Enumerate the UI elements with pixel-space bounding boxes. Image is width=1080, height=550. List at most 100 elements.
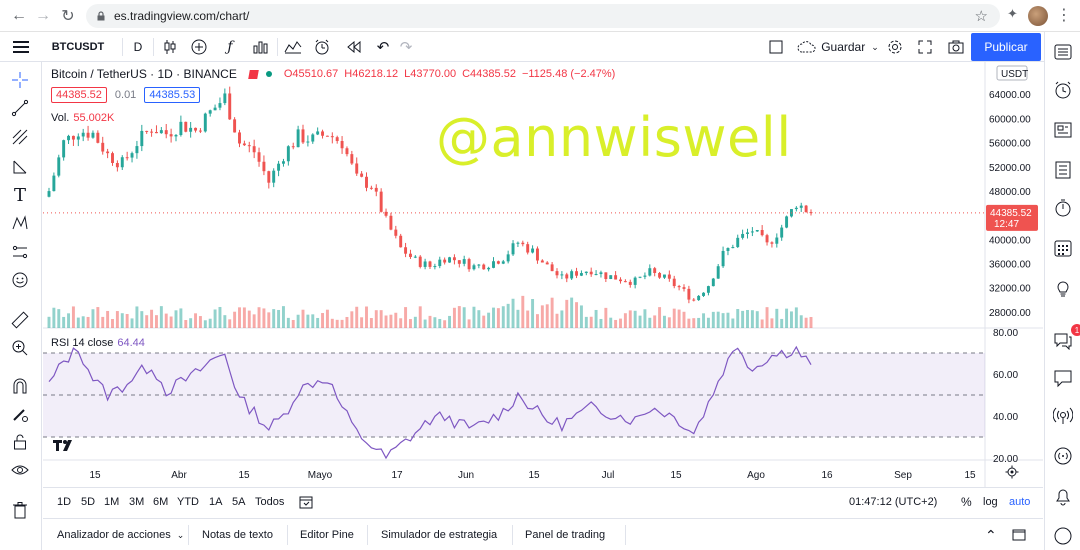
candle-body	[96, 132, 100, 143]
watchlist-icon[interactable]	[1051, 40, 1075, 64]
settings-gear-icon[interactable]	[884, 32, 906, 62]
browser-menu-icon[interactable]: ⋮	[1056, 7, 1072, 24]
pitchfork-icon[interactable]	[8, 125, 32, 149]
collapse-panel-icon[interactable]: ⌃	[985, 526, 997, 543]
candle-body	[223, 93, 227, 104]
tab-pine-editor[interactable]: Editor Pine	[300, 529, 354, 541]
range-3m[interactable]: 3M	[129, 496, 145, 508]
chats-icon[interactable]: 1	[1051, 324, 1080, 352]
hide-drawings-eye-icon[interactable]	[8, 458, 32, 482]
shapes-icon[interactable]	[8, 155, 32, 179]
volume-bar	[545, 304, 549, 328]
redo-icon[interactable]: ↷	[399, 39, 413, 56]
patterns-icon[interactable]	[8, 211, 32, 235]
news-icon[interactable]	[1051, 118, 1075, 142]
auto-scale-toggle[interactable]: auto	[1009, 496, 1031, 508]
reload-icon[interactable]: ↻	[61, 8, 75, 25]
clock-time[interactable]: 01:47:12 (UTC+2)	[849, 496, 938, 508]
menu-hamburger-icon[interactable]	[0, 32, 42, 62]
percent-scale-toggle[interactable]: %	[961, 495, 972, 509]
trash-icon[interactable]	[8, 498, 32, 522]
volume-bar	[111, 319, 114, 328]
tab-stock-screener[interactable]: Analizador de acciones ⌄	[57, 519, 184, 550]
alert-icon[interactable]	[310, 32, 334, 62]
chart-pane[interactable]: 64000.00 60000.00 56000.00 52000.00 48000.00…	[43, 62, 1043, 487]
candle-body	[501, 261, 505, 264]
volume-bar	[555, 313, 559, 328]
tab-trading-panel[interactable]: Panel de trading	[525, 529, 606, 541]
forward-arrow-icon[interactable]: →	[35, 7, 51, 24]
range-1m[interactable]: 1M	[104, 496, 120, 508]
candle-body	[106, 151, 110, 154]
address-bar[interactable]: es.tradingview.com/chart/ ☆	[86, 4, 1000, 28]
undo-icon[interactable]: ↶	[376, 39, 390, 56]
range-5a[interactable]: 5A	[232, 496, 246, 508]
broadcast-icon[interactable]	[1051, 444, 1075, 468]
range-5d[interactable]: 5D	[81, 496, 96, 508]
tab-text-notes[interactable]: Notas de texto	[202, 529, 273, 541]
profile-avatar[interactable]	[1028, 6, 1048, 26]
volume-bar	[130, 318, 134, 328]
interval-button[interactable]: D	[133, 40, 143, 54]
lock-drawings-icon[interactable]	[8, 430, 32, 454]
publish-button[interactable]: Publicar	[971, 33, 1041, 61]
indicators-fx-icon[interactable]: ƒ	[227, 39, 233, 55]
price-chart[interactable]: 64000.00 60000.00 56000.00 52000.00 48000.00…	[43, 62, 1043, 487]
save-layout-button[interactable]: Guardar ⌄	[795, 32, 881, 62]
symbol-search-button[interactable]: BTCUSDT	[51, 41, 105, 53]
indicator-lines-icon[interactable]	[281, 32, 305, 62]
candle-style-icon[interactable]	[158, 32, 182, 62]
candle-body	[296, 129, 300, 148]
help-icon[interactable]	[1051, 524, 1075, 548]
volume-bar	[228, 319, 232, 328]
messages-icon[interactable]	[1051, 366, 1075, 390]
maximize-panel-icon[interactable]	[1012, 519, 1026, 550]
ideas-lightbulb-icon[interactable]	[1051, 276, 1075, 300]
compare-add-icon[interactable]	[187, 32, 211, 62]
magnet-icon[interactable]	[8, 374, 32, 398]
keep-drawing-icon[interactable]	[8, 402, 32, 426]
last-price-tag	[986, 204, 1038, 231]
prediction-icon[interactable]	[8, 240, 32, 264]
timer-icon[interactable]	[1051, 196, 1075, 220]
zoom-in-icon[interactable]	[8, 336, 32, 360]
volume-bar	[457, 306, 461, 328]
data-window-icon[interactable]	[1051, 158, 1075, 182]
ruler-icon[interactable]	[8, 308, 32, 332]
text-tool-icon[interactable]: T	[13, 184, 26, 206]
templates-icon[interactable]	[249, 32, 273, 62]
range-all[interactable]: Todos	[255, 496, 285, 508]
range-1d[interactable]: 1D	[57, 496, 72, 508]
replay-icon[interactable]	[342, 32, 366, 62]
snapshot-camera-icon[interactable]	[945, 32, 967, 62]
candle-body	[262, 161, 266, 172]
back-arrow-icon[interactable]: ←	[11, 7, 27, 24]
volume-bar	[408, 319, 412, 328]
go-to-date-icon[interactable]	[299, 488, 313, 516]
bookmark-star-icon[interactable]: ☆	[974, 8, 988, 25]
range-6m[interactable]: 6M	[153, 496, 169, 508]
volume-bar	[213, 309, 217, 328]
streams-icon[interactable]	[1051, 404, 1075, 428]
calendar-icon[interactable]	[1051, 236, 1075, 260]
range-1a[interactable]: 1A	[209, 496, 223, 508]
layout-square-icon[interactable]	[765, 32, 787, 62]
trend-line-icon[interactable]	[8, 96, 32, 120]
emoji-icon[interactable]	[8, 268, 32, 292]
extensions-icon[interactable]: ✦	[1007, 6, 1018, 21]
flag-icon[interactable]	[248, 69, 259, 79]
volume-bar	[804, 317, 808, 328]
buy-price-button[interactable]: 44385.53	[144, 87, 201, 103]
crosshair-icon[interactable]	[8, 68, 32, 92]
fullscreen-icon[interactable]	[914, 32, 936, 62]
log-scale-toggle[interactable]: log	[983, 496, 998, 508]
notifications-bell-icon[interactable]	[1051, 484, 1075, 508]
range-ytd[interactable]: YTD	[177, 496, 199, 508]
rsi-tick-label: 20.00	[993, 454, 1018, 465]
sell-price-button[interactable]: 44385.52	[51, 87, 107, 103]
volume-bar	[609, 317, 613, 328]
tab-strategy-tester[interactable]: Simulador de estrategia	[381, 529, 498, 541]
candle-body	[765, 235, 769, 243]
axis-settings-icon[interactable]	[1005, 465, 1019, 479]
alarm-clock-icon[interactable]	[1051, 78, 1075, 102]
